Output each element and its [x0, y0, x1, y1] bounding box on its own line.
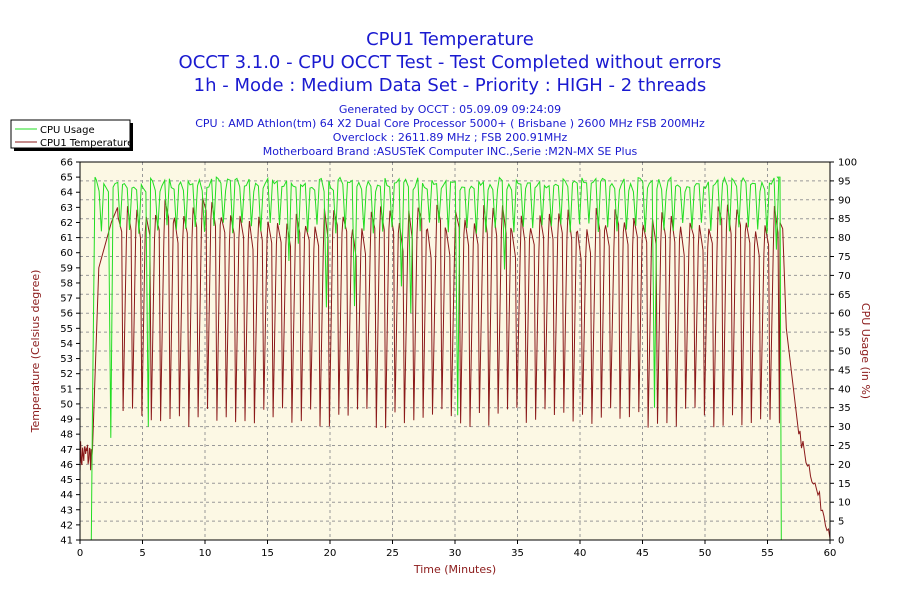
y-axis-right-label: CPU Usage (in %) [859, 303, 872, 399]
y-right-tick-label: 50 [838, 347, 851, 358]
y-left-tick-label: 59 [60, 263, 73, 274]
y-left-tick-label: 65 [60, 173, 73, 184]
x-tick-label: 35 [511, 548, 524, 559]
x-tick-label: 60 [824, 548, 837, 559]
y-axis-left-label: Temperature (Celsius degree) [29, 270, 42, 434]
plot-frame [79, 161, 831, 541]
y-left-tick-label: 52 [60, 369, 73, 380]
y-left-tick-label: 50 [60, 399, 73, 410]
y-left-tick-label: 54 [60, 339, 73, 350]
x-tick-label: 5 [139, 548, 145, 559]
y-left-tick-label: 56 [60, 309, 73, 320]
series [79, 161, 831, 541]
y-right-tick-label: 75 [838, 252, 851, 263]
y-left-tick-label: 62 [60, 218, 73, 229]
y-left-tick-label: 64 [60, 188, 73, 199]
y-left-tick-label: 66 [60, 158, 73, 169]
y-right-tick-label: 60 [838, 309, 851, 320]
x-tick-label: 45 [636, 548, 649, 559]
legend: CPU Usage CPU1 Temperature [10, 119, 133, 151]
x-tick-label: 10 [199, 548, 212, 559]
chart-title: CPU1 Temperature [366, 29, 534, 50]
series-line-cpu-usage [80, 176, 830, 541]
x-tick-label: 0 [77, 548, 83, 559]
x-tick-label: 55 [761, 548, 774, 559]
y-left-tick-label: 49 [60, 415, 73, 426]
x-tick-label: 15 [261, 548, 274, 559]
x-tick-label: 25 [386, 548, 399, 559]
info-line-1: Generated by OCCT : 05.09.09 09:24:09 [339, 103, 561, 116]
series-line-cpu1-temperature [79, 197, 831, 539]
info-line-4: Motherboard Brand :ASUSTeK Computer INC.… [263, 145, 638, 158]
y-right-tick-label: 45 [838, 365, 851, 376]
y-left-tick-label: 43 [60, 505, 73, 516]
x-tick-label: 40 [574, 548, 587, 559]
y-right-tick-label: 100 [838, 158, 857, 169]
y-right-tick-label: 0 [838, 536, 844, 547]
legend-label-cpu-usage: CPU Usage [40, 125, 95, 136]
y-left-tick-label: 44 [60, 490, 73, 501]
y-left-tick-label: 47 [60, 445, 73, 456]
y-right-tick-label: 90 [838, 195, 851, 206]
y-right-tick-label: 40 [838, 384, 851, 395]
y-left-tick-label: 61 [60, 233, 73, 244]
x-axis-label: Time (Minutes) [413, 563, 496, 576]
x-tick-label: 30 [449, 548, 462, 559]
y-right-tick-label: 20 [838, 460, 851, 471]
y-left-tick-label: 58 [60, 278, 73, 289]
y-right-tick-label: 5 [838, 517, 844, 528]
y-right-tick-label: 15 [838, 479, 851, 490]
y-left-tick-label: 48 [60, 430, 73, 441]
y-left-tick-label: 60 [60, 248, 73, 259]
y-left-tick-label: 42 [60, 520, 73, 531]
y-left-tick-label: 51 [60, 384, 73, 395]
y-left-tick-label: 57 [60, 294, 73, 305]
info-line-3: Overclock : 2611.89 MHz ; FSB 200.91MHz [333, 131, 568, 144]
y-right-tick-label: 95 [838, 176, 851, 187]
y-left-tick-label: 45 [60, 475, 73, 486]
y-left-tick-label: 53 [60, 354, 73, 365]
y-right-tick-label: 25 [838, 441, 851, 452]
y-right-tick-label: 70 [838, 271, 851, 282]
legend-label-cpu-temp: CPU1 Temperature [40, 138, 133, 149]
x-tick-label: 20 [324, 548, 337, 559]
y-left-tick-label: 41 [60, 536, 73, 547]
y-left-tick-label: 63 [60, 203, 73, 214]
y-right-tick-label: 80 [838, 233, 851, 244]
ticks: 0 5 10 15 20 25 30 35 40 45 50 55 600510152025303540… [60, 158, 857, 560]
y-left-tick-label: 46 [60, 460, 73, 471]
info-line-2: CPU : AMD Athlon(tm) 64 X2 Dual Core Pro… [195, 117, 705, 130]
x-tick-label: 50 [699, 548, 712, 559]
y-right-tick-label: 55 [838, 328, 851, 339]
y-right-tick-label: 35 [838, 403, 851, 414]
y-right-tick-label: 30 [838, 422, 851, 433]
y-right-tick-label: 10 [838, 498, 851, 509]
y-right-tick-label: 85 [838, 214, 851, 225]
y-right-tick-label: 65 [838, 290, 851, 301]
y-left-tick-label: 55 [60, 324, 73, 335]
chart-subtitle-1: OCCT 3.1.0 - CPU OCCT Test - Test Comple… [179, 52, 722, 73]
chart-subtitle-2: 1h - Mode : Medium Data Set - Priority :… [194, 75, 707, 96]
